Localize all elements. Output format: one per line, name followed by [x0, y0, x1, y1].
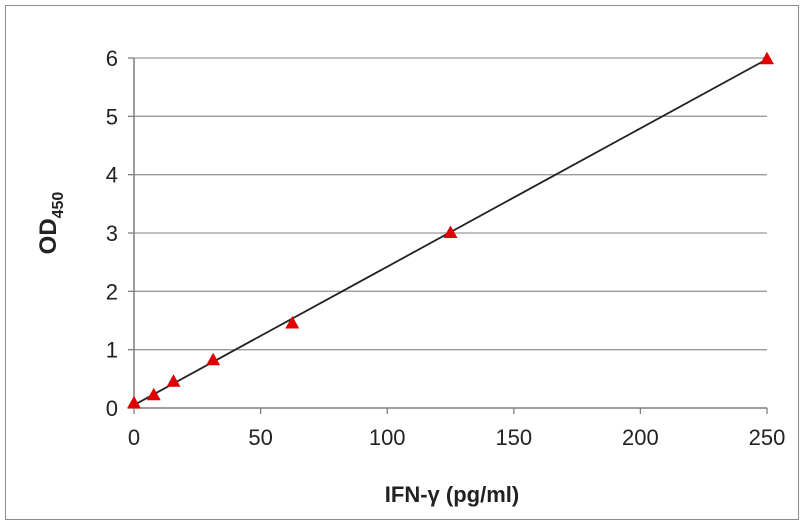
y-tick-label: 6	[106, 46, 118, 71]
chart-frame	[5, 5, 799, 520]
y-tick-label: 3	[106, 221, 118, 246]
x-tick-label: 50	[248, 425, 272, 450]
data-point	[443, 225, 458, 239]
y-tick-label: 5	[106, 104, 118, 129]
data-point	[146, 387, 161, 401]
gridlines	[134, 57, 767, 351]
x-tick-label: 0	[128, 425, 140, 450]
y-axis-title: OD450	[35, 192, 67, 255]
data-point	[166, 374, 181, 387]
y-axis-title-subscript: 450	[50, 192, 67, 219]
x-axis-title: IFN-γ (pg/ml)	[385, 482, 519, 507]
data-point	[760, 51, 774, 65]
x-tick-label: 250	[749, 425, 786, 450]
y-tick-label: 4	[106, 163, 118, 188]
x-tick-label: 100	[369, 425, 406, 450]
y-tick-label: 1	[106, 338, 118, 363]
data-point	[285, 315, 300, 329]
y-tick-label: 2	[106, 279, 118, 304]
data-points	[127, 51, 774, 409]
data-point	[206, 352, 221, 366]
tick-labels: 0 1 2 3 4 5 6 0 50 100 150 200 250	[106, 46, 786, 450]
y-tick-label: 0	[106, 396, 118, 421]
x-tick-label: 200	[622, 425, 659, 450]
y-axis-title-main: OD	[35, 218, 62, 254]
data-point	[127, 395, 141, 409]
x-tick-label: 150	[495, 425, 532, 450]
